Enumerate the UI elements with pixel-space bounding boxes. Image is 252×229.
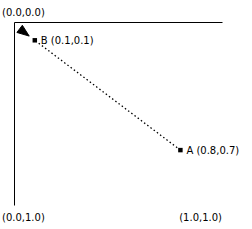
point-label: A (0.8,0.7) bbox=[186, 145, 239, 156]
connector-line bbox=[35, 40, 181, 150]
axis-line bbox=[14, 23, 15, 206]
point-labels: A (0.8,0.7) B (0.1,0.1) bbox=[41, 35, 240, 156]
y-axis bbox=[14, 23, 15, 206]
annotations: (0.0,0.0) (0.0,1.0) (1.0,1.0) bbox=[2, 7, 222, 223]
arrow bbox=[17, 25, 29, 36]
corner-label: (0.0,1.0) bbox=[2, 212, 45, 223]
x-axis bbox=[15, 22, 223, 23]
corner-label: (1.0,1.0) bbox=[179, 212, 222, 223]
point bbox=[178, 148, 182, 152]
corner-label: (0.0,0.0) bbox=[2, 7, 45, 18]
chart: A (0.8,0.7) B (0.1,0.1) (0.0,0.0) (0.0,1.0)… bbox=[0, 0, 252, 229]
axis-line bbox=[15, 22, 223, 23]
point-label: B (0.1,0.1) bbox=[41, 35, 94, 46]
plot: A (0.8,0.7) B (0.1,0.1) (0.0,0.0) (0.0,1.0)… bbox=[2, 7, 239, 223]
point bbox=[33, 38, 37, 42]
marks bbox=[17, 25, 183, 152]
